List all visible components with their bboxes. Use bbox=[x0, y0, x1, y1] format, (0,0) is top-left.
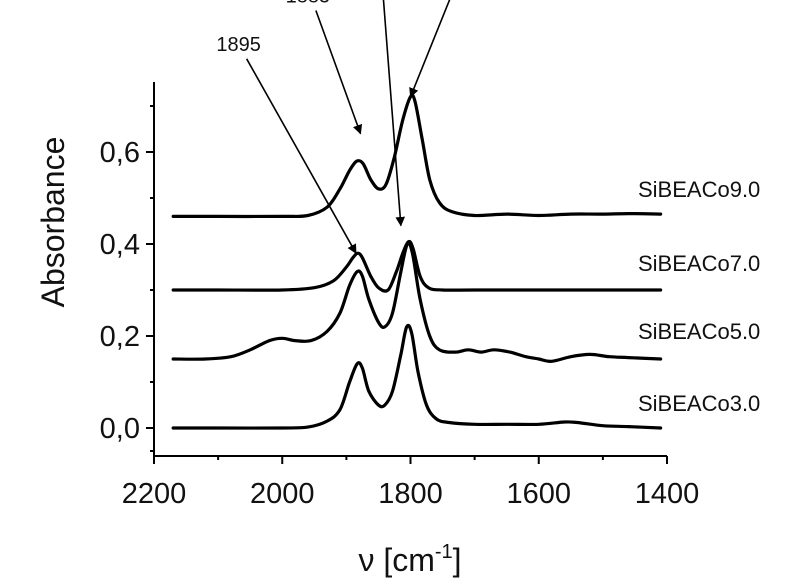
x-ticks: 2200 2000 1800 1600 1400 bbox=[122, 456, 700, 510]
trace-sibeaco9-0 bbox=[171, 93, 663, 219]
series-label-sibeaco5: SiBEACo5.0 bbox=[638, 319, 760, 344]
x-tick-label: 2000 bbox=[250, 478, 315, 510]
series-label-sibeaco3: SiBEACo3.0 bbox=[638, 391, 760, 416]
peak-arrow-1796 bbox=[409, 0, 451, 98]
trace-sibeaco7-0 bbox=[171, 239, 663, 293]
spectra-traces bbox=[171, 93, 663, 430]
trace-sibeaco5-0 bbox=[171, 241, 663, 363]
y-tick-label: 0,4 bbox=[100, 229, 140, 261]
peak-label-1895: 1895 bbox=[216, 34, 261, 56]
series-labels: SiBEACo9.0 SiBEACo7.0 SiBEACo5.0 SiBEACo… bbox=[638, 177, 760, 416]
x-tick-label: 1400 bbox=[635, 478, 700, 510]
y-tick-label: 0,0 bbox=[100, 413, 140, 445]
series-label-sibeaco9: SiBEACo9.0 bbox=[638, 177, 760, 202]
peak-annotations: 1796181318851895 bbox=[216, 0, 451, 255]
peak-label-1885: 1885 bbox=[286, 0, 331, 8]
x-axis-title-main: ν [cm bbox=[358, 542, 434, 578]
y-tick-label: 0,2 bbox=[100, 321, 140, 353]
y-ticks: 0,0 0,2 0,4 0,6 bbox=[100, 105, 154, 452]
x-axis-title-close: ] bbox=[453, 542, 462, 578]
peak-arrow-1813 bbox=[382, 0, 406, 227]
x-axis-title-superscript: -1 bbox=[435, 541, 453, 563]
y-axis-title: Absorbance bbox=[35, 137, 71, 308]
trace-sibeaco3-0 bbox=[171, 323, 663, 430]
x-tick-label: 1600 bbox=[506, 478, 571, 510]
peak-arrow-1885 bbox=[315, 10, 363, 135]
series-label-sibeaco7: SiBEACo7.0 bbox=[638, 251, 760, 276]
y-tick-label: 0,6 bbox=[100, 137, 140, 169]
x-tick-label: 2200 bbox=[122, 478, 187, 510]
peak-arrow-1895 bbox=[245, 58, 357, 255]
x-tick-label: 1800 bbox=[378, 478, 443, 510]
x-axis-title: ν [cm-1] bbox=[358, 541, 461, 578]
